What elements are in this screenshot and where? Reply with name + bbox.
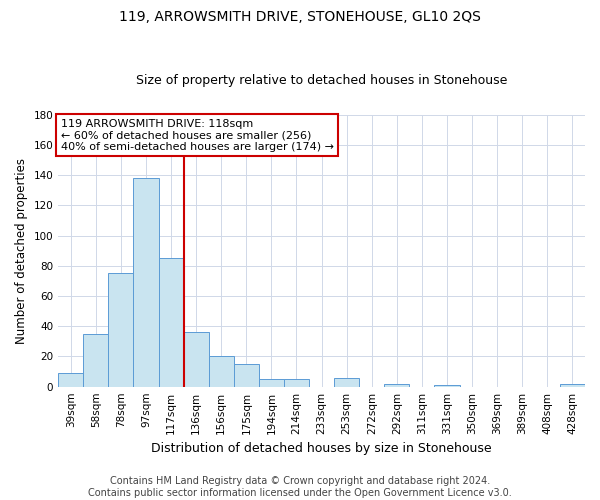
Bar	[58, 373, 83, 386]
Bar	[334, 378, 359, 386]
Bar	[234, 364, 259, 386]
Bar	[259, 379, 284, 386]
Bar	[133, 178, 158, 386]
Text: Contains HM Land Registry data © Crown copyright and database right 2024.
Contai: Contains HM Land Registry data © Crown c…	[88, 476, 512, 498]
Bar	[434, 385, 460, 386]
Text: 119 ARROWSMITH DRIVE: 118sqm
← 60% of detached houses are smaller (256)
40% of s: 119 ARROWSMITH DRIVE: 118sqm ← 60% of de…	[61, 118, 334, 152]
X-axis label: Distribution of detached houses by size in Stonehouse: Distribution of detached houses by size …	[151, 442, 492, 455]
Text: 119, ARROWSMITH DRIVE, STONEHOUSE, GL10 2QS: 119, ARROWSMITH DRIVE, STONEHOUSE, GL10 …	[119, 10, 481, 24]
Y-axis label: Number of detached properties: Number of detached properties	[15, 158, 28, 344]
Bar	[109, 274, 133, 386]
Bar	[560, 384, 585, 386]
Title: Size of property relative to detached houses in Stonehouse: Size of property relative to detached ho…	[136, 74, 507, 87]
Bar	[83, 334, 109, 386]
Bar	[158, 258, 184, 386]
Bar	[284, 379, 309, 386]
Bar	[385, 384, 409, 386]
Bar	[209, 356, 234, 386]
Bar	[184, 332, 209, 386]
